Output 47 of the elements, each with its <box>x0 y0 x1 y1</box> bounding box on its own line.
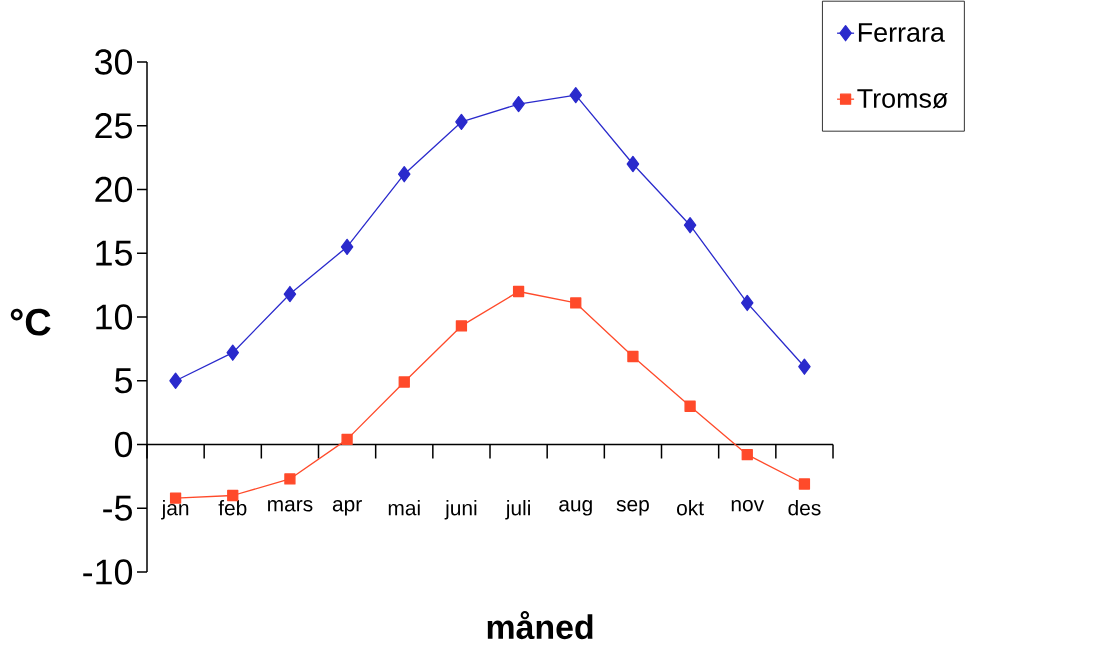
point <box>683 217 697 234</box>
y-tick-label: 25 <box>95 113 132 139</box>
x-tick-label: aug <box>559 500 592 516</box>
point <box>684 400 696 412</box>
point <box>569 87 583 104</box>
y-tick-label: -10 <box>83 559 133 585</box>
point <box>741 449 753 461</box>
x-tick-label: apr <box>332 500 362 516</box>
y-tick-label: 5 <box>114 368 132 394</box>
point <box>397 166 411 183</box>
point <box>398 376 410 388</box>
point <box>798 358 811 375</box>
x-tick-label: mars <box>268 500 313 512</box>
x-tick-label: sep <box>616 500 649 516</box>
y-tick-label: 30 <box>94 49 133 75</box>
point <box>226 344 240 361</box>
x-tick-label: jan <box>161 500 189 520</box>
y-tick-label: 10 <box>96 304 133 330</box>
x-tick-label: feb <box>218 500 247 516</box>
point <box>284 473 296 485</box>
point <box>455 113 468 131</box>
y-tick-label: 15 <box>96 240 132 266</box>
y-axis-title: °C <box>10 308 51 336</box>
point <box>627 350 639 363</box>
x-tick-label: juli <box>505 500 530 520</box>
point <box>341 433 353 446</box>
point <box>512 95 525 113</box>
x-tick-label: okt <box>677 500 704 516</box>
x-tick-label: nov <box>731 500 765 512</box>
point <box>340 238 354 256</box>
point <box>283 285 297 303</box>
point <box>740 294 754 312</box>
legend-label: Tromsø <box>857 89 948 109</box>
point <box>570 297 582 309</box>
point <box>626 155 640 173</box>
x-tick-label: juni <box>444 500 477 520</box>
legend-label: Ferrara <box>858 23 945 42</box>
point <box>512 285 525 298</box>
x-tick-label: mai <box>388 500 420 516</box>
y-tick-label: 20 <box>95 176 133 203</box>
point <box>455 320 468 332</box>
point <box>169 372 182 389</box>
y-tick-label: 0 <box>114 431 133 458</box>
x-tick-label: des <box>788 500 821 516</box>
point <box>798 478 811 490</box>
y-tick-label: -5 <box>103 495 132 521</box>
x-axis-title: måned <box>487 610 593 640</box>
